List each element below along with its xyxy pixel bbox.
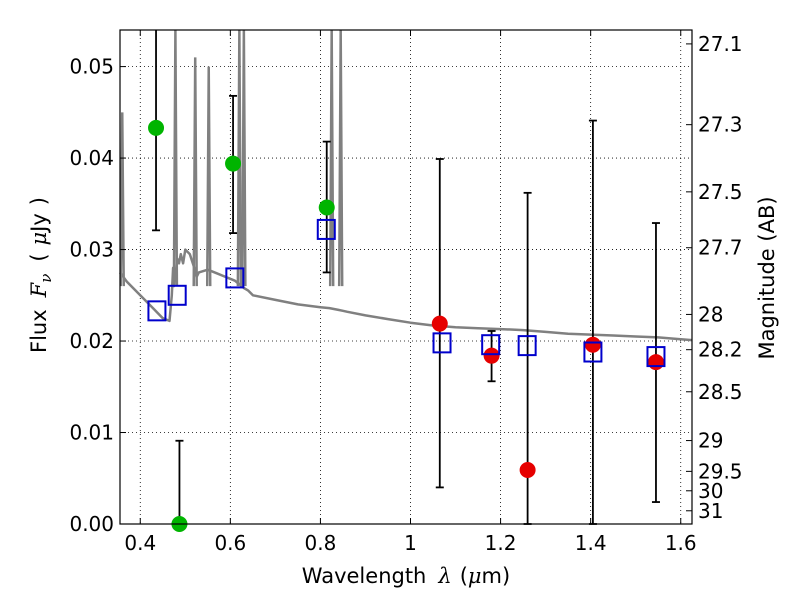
x-tick-label: 0.8 <box>305 531 337 555</box>
emission-line <box>328 29 335 287</box>
x-tick-label: 0.6 <box>214 531 246 555</box>
detection-point <box>647 354 664 371</box>
plot-frame <box>119 29 693 525</box>
detection-point <box>431 315 448 332</box>
mag-tick-label: 28.5 <box>698 380 743 404</box>
mag-tick-label: 27.7 <box>698 236 743 260</box>
x-tick-label: 1.6 <box>665 531 697 555</box>
spectrum-continuum <box>118 248 693 342</box>
x-tick-label: 1 <box>404 531 417 555</box>
x-tick-label: 1.2 <box>485 531 517 555</box>
mag-tick-label: 28 <box>698 302 723 326</box>
emission-line <box>192 57 198 287</box>
y-tick-label: 0.04 <box>69 146 114 170</box>
mag-tick-label: 29.5 <box>698 459 743 483</box>
mag-tick-label: 28.2 <box>698 338 743 362</box>
model-photometry-square <box>225 267 245 289</box>
model-spectrum <box>118 29 693 342</box>
x-axis-label: Wavelength λ (μm) <box>302 564 510 588</box>
model-photometry-square <box>167 284 187 306</box>
model-photometry-square <box>147 300 167 322</box>
y-tick-label: 0.03 <box>69 238 114 262</box>
detection-point <box>483 347 500 364</box>
y-axis-label: FluxFν(μJy) <box>27 197 55 353</box>
detection-point <box>519 462 536 479</box>
mag-tick-label: 27.3 <box>698 113 743 137</box>
model-photometry-square <box>316 218 336 240</box>
data-points <box>147 119 666 532</box>
model-photometry-square <box>481 334 501 356</box>
emission-line <box>119 112 126 287</box>
mag-tick-label: 27.1 <box>698 32 743 56</box>
model-photometry-square <box>646 346 666 368</box>
y-tick-label: 0.05 <box>69 55 114 79</box>
emission-line <box>241 29 247 287</box>
mag-tick-label: 27.5 <box>698 180 743 204</box>
model-photometry-square <box>517 335 537 357</box>
grid-lines <box>120 30 692 525</box>
x-tick-label: 1.4 <box>575 531 607 555</box>
axis-ticks: 0.4 0.6 0.8 1 1.2 1.4 1.6 0.00 0.01 0.02 0.03 0.04 0… <box>69 30 743 555</box>
emission-line <box>172 29 179 287</box>
mag-tick-label: 30 <box>698 479 723 503</box>
mag-tick-label: 29 <box>698 429 723 453</box>
y2-axis-label: Magnitude (AB) <box>755 196 779 359</box>
upper-limit-point <box>318 199 335 216</box>
x-tick-label: 0.4 <box>124 531 156 555</box>
axes-frame <box>119 29 693 525</box>
upper-limit-point <box>225 155 242 172</box>
model-photometry-square <box>432 332 452 354</box>
model-photometry-square <box>583 341 603 363</box>
emission-line <box>337 29 344 287</box>
upper-limit-point <box>148 119 165 136</box>
y-tick-label: 0.02 <box>69 329 114 353</box>
y-tick-label: 0.01 <box>69 421 114 445</box>
detection-point <box>584 336 601 353</box>
emission-line <box>205 66 212 287</box>
mag-tick-label: 31 <box>698 499 723 523</box>
y-tick-label: 0.00 <box>69 512 114 536</box>
